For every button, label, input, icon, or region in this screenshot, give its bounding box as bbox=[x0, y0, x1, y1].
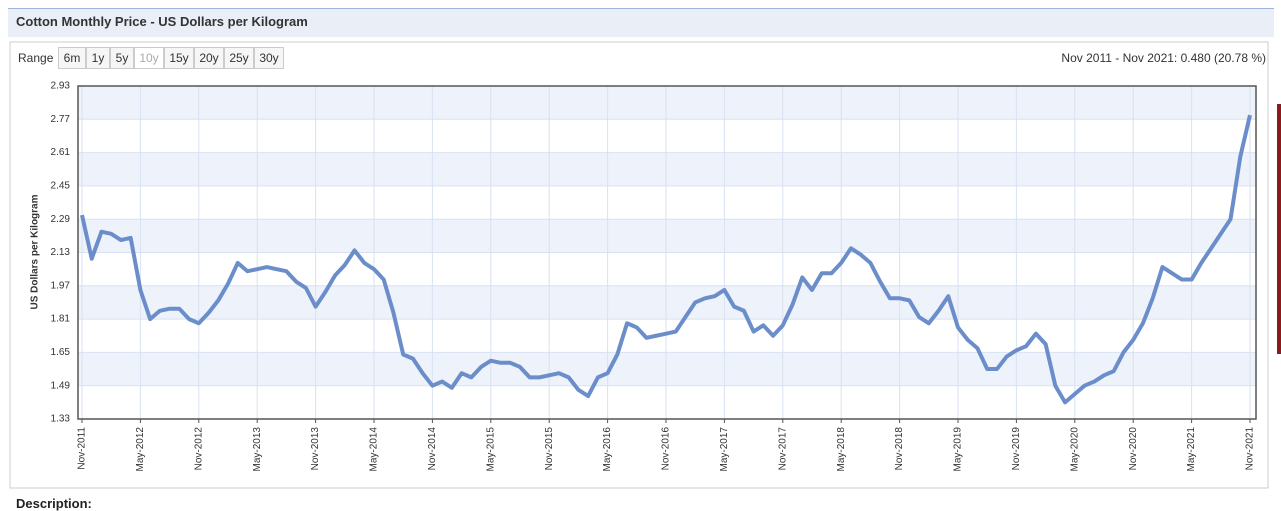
x-tick-label: Nov-2020 bbox=[1128, 427, 1139, 471]
plot-band bbox=[78, 352, 1256, 386]
range-button[interactable]: 5y bbox=[110, 47, 134, 69]
x-tick-label: Nov-2013 bbox=[310, 427, 321, 471]
plot-band bbox=[78, 285, 1256, 320]
x-tick-label: May-2014 bbox=[369, 427, 380, 472]
x-tick-label: Nov-2021 bbox=[1245, 427, 1256, 471]
x-tick-label: Nov-2019 bbox=[1011, 427, 1022, 471]
range-button[interactable]: 25y bbox=[224, 47, 254, 69]
chart: US Dollars per Kilogram 1.33 1.49 1.65 1.81… bbox=[9, 41, 1281, 489]
side-edge bbox=[1277, 104, 1281, 354]
header-bar bbox=[8, 8, 1274, 37]
price-line bbox=[80, 114, 1252, 405]
x-tick-label: Nov-2011 bbox=[77, 427, 88, 470]
plot-band bbox=[78, 86, 1256, 120]
x-tick-label: Nov-2017 bbox=[777, 427, 788, 471]
x-tick-label: May-2017 bbox=[719, 427, 730, 472]
x-tick-label: Nov-2014 bbox=[427, 427, 438, 471]
x-tick-label: May-2016 bbox=[602, 427, 613, 472]
x-tick-label: Nov-2016 bbox=[661, 427, 672, 471]
chart-border bbox=[9, 41, 1269, 489]
chart-title: Cotton Monthly Price - US Dollars per Ki… bbox=[16, 14, 308, 29]
range-label: Range bbox=[18, 51, 54, 65]
y-tick-label: 2.45 bbox=[51, 181, 71, 192]
x-tick-label: May-2021 bbox=[1186, 427, 1197, 472]
x-tick-label: Nov-2018 bbox=[894, 427, 905, 471]
x-tick-label: May-2018 bbox=[836, 427, 847, 472]
range-button[interactable]: 30y bbox=[254, 47, 284, 69]
y-axis-label: US Dollars per Kilogram bbox=[30, 194, 41, 309]
plot-band bbox=[78, 219, 1256, 253]
range-button[interactable]: 6m bbox=[58, 47, 86, 69]
y-tick-label: 2.13 bbox=[51, 247, 71, 258]
y-tick-label: 1.65 bbox=[51, 347, 71, 358]
y-tick-label: 1.33 bbox=[51, 414, 71, 425]
x-tick-label: Nov-2012 bbox=[193, 427, 204, 471]
y-tick-label: 2.77 bbox=[51, 114, 71, 125]
x-tick-label: May-2013 bbox=[252, 427, 263, 472]
y-tick-label: 1.49 bbox=[51, 380, 71, 391]
plot-band bbox=[78, 152, 1256, 186]
x-tick-label: May-2015 bbox=[485, 427, 496, 472]
range-button[interactable]: 10y bbox=[134, 47, 164, 69]
summary: Nov 2011 - Nov 2021: 0.480 (20.78 %) bbox=[1061, 51, 1266, 65]
plot-frame bbox=[77, 85, 1257, 420]
y-tick-label: 2.93 bbox=[51, 81, 71, 92]
x-tick-label: May-2020 bbox=[1069, 427, 1080, 472]
y-tick-label: 1.81 bbox=[51, 314, 71, 325]
y-tick-label: 1.97 bbox=[51, 280, 71, 291]
range-button[interactable]: 20y bbox=[194, 47, 224, 69]
x-tick-label: May-2012 bbox=[135, 427, 146, 472]
range-button[interactable]: 1y bbox=[86, 47, 110, 69]
range-button[interactable]: 15y bbox=[164, 47, 194, 69]
x-tick-label: Nov-2015 bbox=[544, 427, 555, 471]
x-tick-label: May-2019 bbox=[953, 427, 964, 472]
y-tick-label: 2.29 bbox=[51, 214, 71, 225]
y-tick-label: 2.61 bbox=[51, 147, 71, 158]
description-label: Description: bbox=[16, 496, 92, 511]
